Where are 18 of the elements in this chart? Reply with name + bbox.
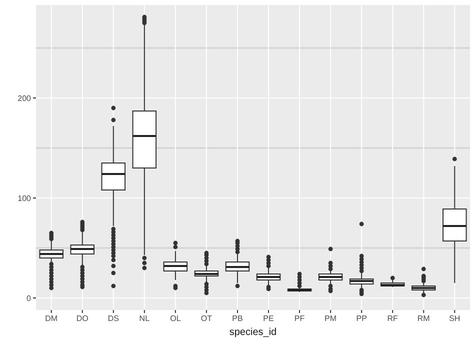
x-tick-label: DO — [76, 314, 88, 323]
x-tick-label: PP — [356, 314, 367, 323]
x-tick-label: RF — [387, 314, 398, 323]
x-tick-label: OT — [200, 314, 212, 323]
y-tick-label: 0 — [26, 294, 32, 303]
x-tick-label: PM — [324, 314, 337, 323]
x-tick-label: SH — [449, 314, 460, 323]
x-tick-label: DM — [45, 314, 58, 323]
x-axis-title: species_id — [229, 327, 277, 338]
x-tick-label: OL — [170, 314, 182, 323]
y-tick-label: 200 — [18, 94, 32, 103]
x-tick-label: DS — [108, 314, 119, 323]
x-tick-label: PF — [294, 314, 305, 323]
x-tick-label: PE — [263, 314, 274, 323]
x-tick-label: RM — [417, 314, 430, 323]
y-tick-label: 100 — [18, 194, 32, 203]
x-tick-label: NL — [139, 314, 150, 323]
x-tick-label: PB — [232, 314, 243, 323]
